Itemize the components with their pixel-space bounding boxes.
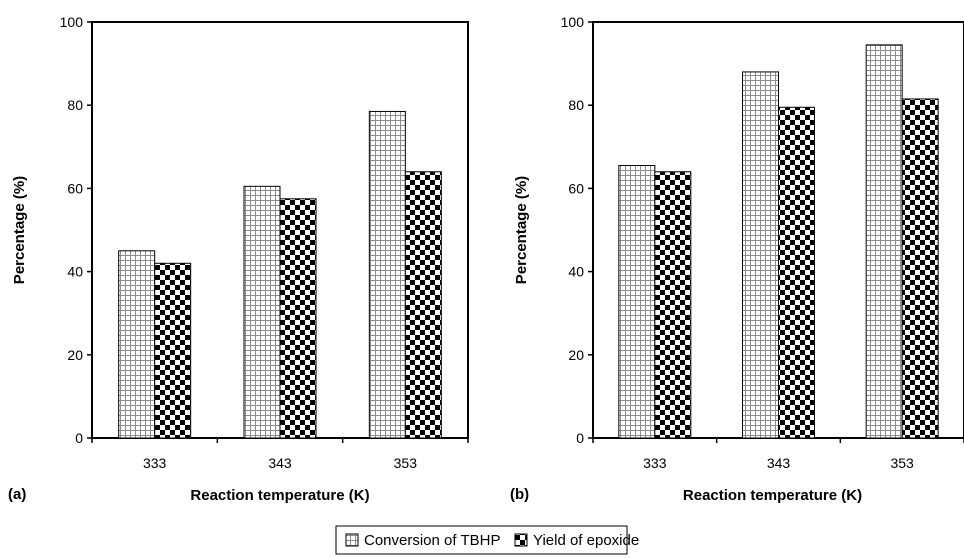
x-tick-label: 353 [394,455,418,471]
y-tick-label: 20 [67,347,83,363]
x-tick-label: 353 [890,455,914,471]
bar-yield-353 [404,171,442,439]
y-tick-label: 80 [67,97,83,113]
bar-yield-333 [154,262,192,439]
legend: Conversion of TBHP Yield of epoxide [335,525,639,555]
y-tick-label: 100 [561,14,585,30]
bar-yield-353 [901,98,939,439]
bar-yield-333 [654,171,692,439]
legend-box [335,525,628,555]
bar-conversion-353 [865,44,903,439]
panel-label: (b) [510,486,529,503]
bar-conversion-343 [742,71,779,439]
bar-yield-343 [778,106,815,439]
y-tick-label: 40 [67,264,83,280]
chart-panel-b: 0 20 40 60 80 100 333 343 353 Reaction temperatur… [510,14,964,504]
y-tick-label: 100 [60,14,84,30]
legend-label-conversion: Conversion of TBHP [364,532,500,549]
legend-swatch-yield [514,533,528,547]
bar-yield-343 [279,198,317,439]
panel-label: (a) [8,486,26,503]
y-tick-label: 20 [568,347,584,363]
bar-conversion-333 [618,165,656,439]
x-tick-label: 333 [643,455,667,471]
bar-conversion-353 [368,110,406,439]
y-axis-title: Percentage (%) [11,176,28,284]
bar-conversion-343 [243,185,281,439]
x-tick-label: 333 [143,455,167,471]
y-tick-label: 40 [568,264,584,280]
x-axis-title: Reaction temperature (K) [683,487,862,504]
y-tick-label: 0 [576,430,584,446]
y-tick-label: 0 [75,430,83,446]
x-tick-label: 343 [767,455,791,471]
y-tick-label: 80 [568,97,584,113]
x-axis-title: Reaction temperature (K) [190,487,369,504]
chart-panel-a: 0 20 40 60 80 100 333 343 353 Reaction temperatur… [8,14,469,504]
bar-conversion-333 [118,250,156,439]
legend-swatch-conversion [345,533,359,547]
y-axis-title: Percentage (%) [513,176,530,284]
y-tick-label: 60 [568,180,584,196]
y-tick-label: 60 [67,180,83,196]
legend-label-yield: Yield of epoxide [533,532,639,549]
x-tick-label: 343 [268,455,292,471]
